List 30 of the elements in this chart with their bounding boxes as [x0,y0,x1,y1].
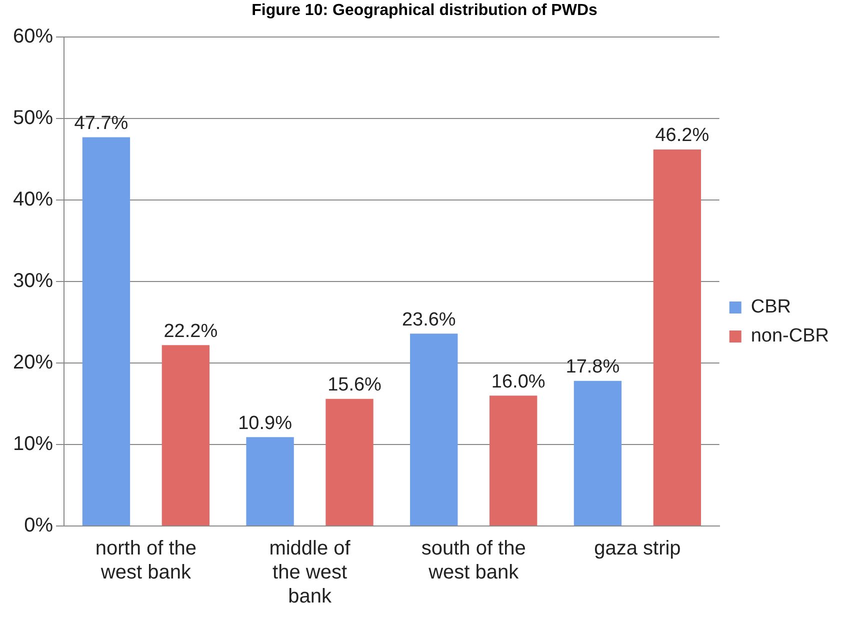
data-label: 46.2% [655,125,710,146]
y-tick-label: 40% [13,188,54,211]
bar [490,396,538,526]
bar [410,334,458,526]
bar [246,437,294,526]
x-tick-label: north of the west bank [95,538,197,584]
data-label: 22.2% [164,320,218,342]
y-tick-label: 0% [24,514,54,537]
x-tick-label: gaza strip [594,538,681,560]
data-label: 23.6% [402,309,456,330]
x-tick-label: middle of the west bank [269,538,351,608]
bar [326,398,374,526]
y-tick-label: 60% [13,26,54,48]
y-tick-label: 50% [13,107,54,130]
y-tick-label: 20% [13,352,54,374]
data-label: 47.7% [74,112,128,134]
x-tick-label: south of the west bank [421,538,526,584]
chart-title: Figure 10: Geographical distribution of PWDs [250,1,598,21]
legend-label: CBR [750,296,791,318]
data-label: 17.8% [566,356,620,378]
data-label: 16.0% [491,371,546,392]
y-tick-label: 30% [13,270,54,292]
data-label: 10.9% [238,412,292,434]
bar [82,137,130,526]
legend-label: non-CBR [750,326,830,347]
data-label: 15.6% [328,374,382,396]
bar [574,380,622,526]
bar [162,345,210,526]
bar [653,149,702,526]
y-tick-label: 10% [13,433,54,456]
